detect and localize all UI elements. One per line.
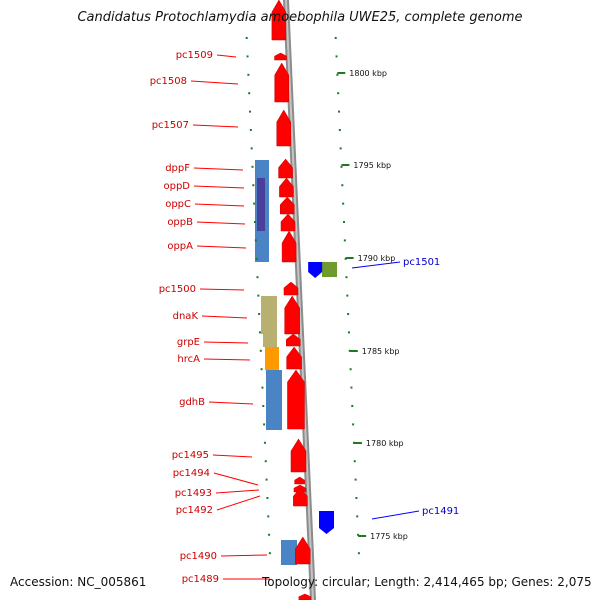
leader-line [192,124,239,128]
gene-label: oppB [167,217,193,228]
tick-layer: 1800 kbp 1795 kbp 1790 kbp 1785 kbp 1780 kbp… [245,37,408,555]
leader-line [212,454,253,458]
forward-gene-arrow [290,438,307,473]
forward-gene-arrow [271,0,287,41]
gene-label: oppC [165,199,191,210]
backbone-layer [283,0,316,600]
forward-gene-arrow [295,536,311,565]
cog-layer [255,160,337,565]
forward-gene-arrow [274,62,289,103]
label-layer: pc1509 pc1508 pc1507 dppF oppD oppC oppB oppA pc… [150,50,460,585]
forward-gene-arrow [279,177,294,198]
gene-label: pc1495 [172,450,209,461]
forward-gene-arrow [279,196,295,215]
leader-line [193,185,245,189]
kbp-label: 1800 kbp [349,69,387,78]
forward-gene-arrow [287,369,305,430]
gene-label: dnaK [173,311,199,322]
gene-label: pc1494 [173,468,210,479]
cog-band [265,347,279,370]
leader-line [213,472,259,486]
gene-label: pc1501 [403,257,440,268]
cog-band [261,296,277,334]
gene-label: oppA [167,241,193,252]
gene-label: pc1493 [175,488,212,499]
forward-gene-arrow [281,230,297,263]
backbone-highlight [285,0,314,600]
cog-band [281,540,297,565]
leader-line [196,221,246,225]
topology-label: Topology: circular; Length: 2,414,465 bp… [262,575,592,589]
leader-line [199,288,245,291]
forward-gene-arrow [298,593,312,600]
forward-gene-arrow [274,52,287,61]
leader-line [208,401,254,405]
reverse-gene-arrow [308,262,323,278]
forward-gene-arrow [278,158,293,179]
gene-label: pc1507 [152,120,189,131]
forward-gene-arrow [286,333,301,347]
map-title: Candidatus Protochlamydia amoebophila UW… [77,10,523,25]
forward-gene-arrow [294,476,305,485]
gene-label: hrcA [177,354,200,365]
cog-band [266,370,282,430]
forward-gene-arrow [286,346,302,370]
gene-label: pc1489 [182,574,219,585]
kbp-label: 1795 kbp [353,161,391,170]
gene-label: pc1491 [422,506,459,517]
leader-line [216,495,261,511]
forward-gene-arrow [293,487,308,507]
leader-line [351,261,401,269]
gene-label: grpE [177,337,200,348]
forward-gene-arrow [284,295,300,335]
leader-line [193,167,244,171]
leader-line [201,315,248,319]
gene-label: gdhB [179,397,205,408]
gene-label: pc1500 [159,284,196,295]
kbp-label: 1780 kbp [366,439,404,448]
cog-band [322,262,337,277]
leader-line [215,489,260,494]
leader-line [194,203,245,207]
forward-gene-arrow [276,109,292,147]
gene-label: pc1492 [176,505,213,516]
leader-line [203,358,251,361]
leader-line [196,245,247,249]
leader-line [216,54,237,58]
leader-line [190,80,239,85]
kbp-label: 1790 kbp [358,254,396,263]
reverse-gene-arrow [319,511,335,534]
gene-label: oppD [163,181,190,192]
accession-label: Accession: NC_005861 [10,575,147,589]
gene-label: dppF [165,163,190,174]
leader-line [203,341,249,344]
gene-label: pc1509 [176,50,213,61]
kbp-label: 1785 kbp [362,347,400,356]
forward-gene-arrow [283,281,299,296]
forward-gene-arrow [280,213,296,232]
gene-layer [271,0,335,600]
leader-line [371,510,420,520]
cog-band [263,334,277,347]
kbp-label: 1775 kbp [370,532,408,541]
cog-band [257,178,265,231]
leader-line [220,554,268,557]
gene-label: pc1508 [150,76,187,87]
gene-label: pc1490 [180,551,217,562]
